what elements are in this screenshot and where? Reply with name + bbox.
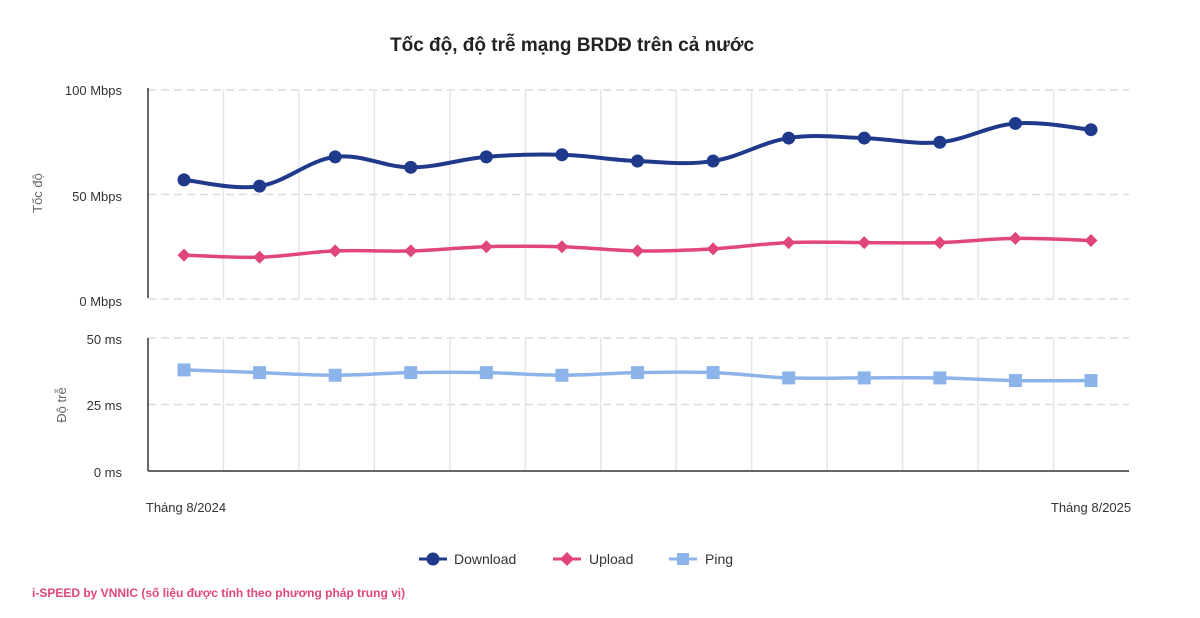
ping-point (857, 371, 871, 385)
download-point (253, 179, 267, 193)
upload-point (1008, 231, 1022, 245)
ping-point (479, 366, 493, 380)
ping-point (177, 363, 191, 377)
upload-point (177, 248, 191, 262)
upload-point (706, 242, 720, 256)
download-point (555, 148, 569, 162)
download-point (1008, 116, 1022, 130)
download-point (328, 150, 342, 164)
download-point (404, 160, 418, 174)
upload-point (555, 240, 569, 254)
chart-title: Tốc độ, độ trễ mạng BRDĐ trên cả nước (390, 34, 754, 56)
legend-item-upload[interactable]: Upload (553, 551, 633, 567)
ping-point (328, 368, 342, 382)
upload-point (328, 244, 342, 258)
speed-tick-100: 100 Mbps (65, 83, 123, 98)
ping-point (555, 368, 569, 382)
download-point (177, 173, 191, 187)
ping-point (1008, 374, 1022, 388)
x-tick-last: Tháng 8/2025 (1051, 500, 1131, 515)
ping-point (631, 366, 644, 380)
upload-point (631, 244, 644, 258)
upload-point (857, 236, 871, 250)
download-point (857, 131, 871, 145)
legend-item-download[interactable]: Download (419, 551, 516, 567)
upload-point (933, 236, 947, 250)
speed-tick-0: 0 Mbps (79, 294, 122, 309)
download-point (933, 135, 947, 149)
ping-point (782, 371, 796, 385)
upload-point (253, 250, 267, 264)
latency-axis-title: Độ trễ (54, 387, 69, 422)
latency-tick-0: 0 ms (94, 465, 123, 480)
download-point (782, 131, 796, 145)
legend-marker-download (426, 552, 440, 566)
ping-point (253, 366, 267, 380)
legend-item-ping[interactable]: Ping (669, 551, 733, 567)
upload-point (479, 240, 493, 254)
legend-label-upload: Upload (589, 551, 633, 567)
legend-label-download: Download (454, 551, 516, 567)
download-point (631, 154, 644, 168)
ping-point (933, 371, 947, 385)
latency-tick-50: 50 ms (87, 332, 123, 347)
legend-label-ping: Ping (705, 551, 733, 567)
speed-tick-50: 50 Mbps (72, 189, 122, 204)
legend: Download Upload Ping (419, 551, 733, 567)
ping-point (404, 366, 418, 380)
upload-point (1084, 233, 1098, 247)
series (177, 116, 1098, 388)
download-point (479, 150, 493, 164)
speed-axis-title: Tốc độ (30, 173, 45, 213)
upload-point (404, 244, 418, 258)
source-credit: i-SPEED by VNNIC (số liệu được tính theo… (32, 586, 406, 600)
download-point (1084, 123, 1098, 137)
ping-point (706, 366, 720, 380)
download-point (706, 154, 720, 168)
legend-marker-upload (560, 552, 574, 566)
grid (148, 89, 1129, 471)
x-tick-first: Tháng 8/2024 (146, 500, 226, 515)
ping-point (1084, 374, 1098, 388)
legend-marker-ping (677, 553, 689, 565)
latency-tick-25: 25 ms (87, 398, 123, 413)
upload-point (782, 236, 796, 250)
